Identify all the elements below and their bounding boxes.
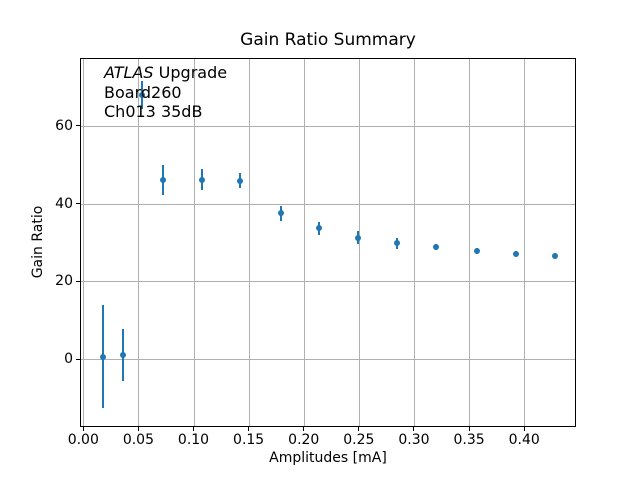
- x-tick-mark: [413, 427, 415, 431]
- x-tick-label: 0.40: [508, 432, 540, 448]
- data-point: [432, 243, 439, 250]
- x-tick-label: 0.30: [398, 432, 430, 448]
- x-tick-mark: [248, 427, 250, 431]
- gridline-vertical: [303, 59, 305, 426]
- data-point: [354, 234, 361, 241]
- gridline-vertical: [358, 59, 360, 426]
- y-tick-mark: [76, 203, 80, 205]
- plot-area: [80, 58, 576, 427]
- annotation-atlas: ATLAS: [104, 63, 154, 82]
- data-point: [236, 177, 243, 184]
- x-tick-mark: [468, 427, 470, 431]
- data-point: [551, 252, 558, 259]
- x-tick-mark: [358, 427, 360, 431]
- x-tick-label: 0.35: [453, 432, 485, 448]
- gridline-horizontal: [81, 203, 575, 205]
- data-point: [394, 240, 401, 247]
- x-tick-mark: [193, 427, 195, 431]
- x-tick-mark: [137, 427, 139, 431]
- data-point: [199, 176, 206, 183]
- annotation-channel: Ch013 35dB: [104, 102, 203, 122]
- gridline-horizontal: [81, 125, 575, 127]
- y-axis-label: Gain Ratio: [30, 205, 46, 279]
- x-tick-mark: [523, 427, 525, 431]
- gridline-vertical: [469, 59, 471, 426]
- x-tick-label: 0.10: [177, 432, 210, 448]
- y-tick-mark: [76, 358, 80, 360]
- y-tick-mark: [76, 280, 80, 282]
- annotation-upgrade: Upgrade: [153, 63, 228, 82]
- data-point: [119, 351, 126, 358]
- y-tick-mark: [76, 125, 80, 127]
- data-point: [473, 248, 480, 255]
- gridline-vertical: [193, 59, 195, 426]
- x-tick-label: 0.15: [233, 432, 265, 448]
- annotation-text: ATLAS Upgrade Board260 Ch013 35dB: [104, 63, 227, 122]
- gridline-vertical: [248, 59, 250, 426]
- x-tick-mark: [303, 427, 305, 431]
- data-point: [513, 250, 520, 257]
- gridline-vertical: [83, 59, 85, 426]
- annotation-board: Board260: [104, 82, 182, 102]
- gridline-vertical: [524, 59, 526, 426]
- data-point: [277, 210, 284, 217]
- x-axis-label: Amplitudes [mA]: [269, 450, 387, 466]
- data-point: [316, 225, 323, 232]
- gridline-horizontal: [81, 281, 575, 283]
- y-tick-label: 40: [55, 195, 73, 212]
- y-tick-label: 0: [64, 351, 73, 368]
- y-tick-label: 60: [55, 117, 73, 134]
- gridline-horizontal: [81, 359, 575, 361]
- gridline-vertical: [413, 59, 415, 426]
- x-tick-label: 0.00: [67, 432, 99, 448]
- data-point: [159, 177, 166, 184]
- data-point: [100, 353, 107, 360]
- x-tick-label: 0.20: [288, 432, 320, 448]
- data-point: [138, 92, 145, 99]
- x-tick-label: 0.25: [343, 432, 375, 448]
- gridline-vertical: [138, 59, 140, 426]
- x-tick-mark: [82, 427, 84, 431]
- x-tick-label: 0.05: [122, 432, 154, 448]
- y-tick-label: 20: [55, 273, 73, 290]
- chart-title: Gain Ratio Summary: [240, 30, 416, 50]
